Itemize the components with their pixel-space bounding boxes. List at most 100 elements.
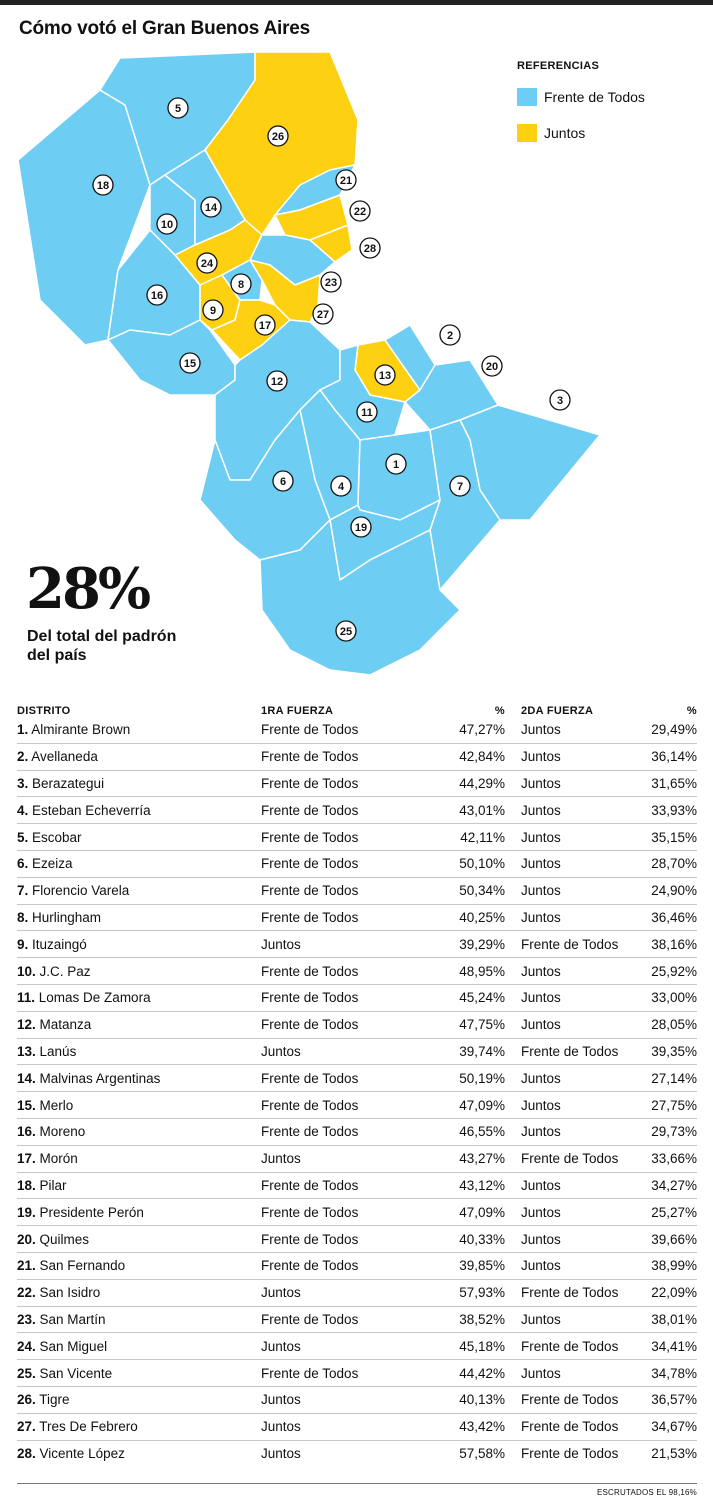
first-pct-cell: 50,34% — [459, 883, 505, 899]
district-name: Pilar — [35, 1177, 67, 1193]
map-marker-4: 4 — [330, 475, 352, 497]
results-table: DISTRITO 1RA FUERZA % 2DA FUERZA % 1. Al… — [17, 700, 697, 1467]
map-marker-label: 22 — [354, 206, 366, 218]
stat-value: 28% — [26, 556, 151, 622]
district-name: Lomas De Zamora — [35, 990, 151, 1006]
map-marker-circle — [254, 314, 276, 336]
second-pct-cell: 29,49% — [651, 722, 697, 738]
second-pct-cell: 33,00% — [651, 990, 697, 1006]
map-marker-label: 8 — [238, 279, 244, 291]
map-region-ezeiza — [199, 409, 331, 561]
map-marker-3: 3 — [549, 389, 571, 411]
map-marker-12: 12 — [266, 370, 288, 392]
district-cell: 28. Vicente López — [17, 1446, 261, 1461]
first-force-cell: Frente de Todos — [261, 802, 359, 818]
district-cell: 22. San Isidro — [17, 1285, 261, 1300]
map-marker-7: 7 — [449, 475, 471, 497]
second-pct-cell: 36,14% — [651, 749, 697, 765]
map-marker-circle — [230, 273, 252, 295]
table-row: 28. Vicente López Juntos 57,58% Frente de T… — [17, 1441, 697, 1468]
table-header: DISTRITO 1RA FUERZA % 2DA FUERZA % — [17, 700, 697, 717]
first-force-cell: Frente de Todos — [261, 1017, 359, 1033]
first-force-cell: Frente de Todos — [261, 1204, 359, 1220]
district-name: Ituzaingó — [28, 936, 87, 952]
table-row: 3. Berazategui Frente de Todos 44,29% Junto… — [17, 771, 697, 798]
district-name: San Fernando — [35, 1258, 126, 1274]
first-force-cell: Frente de Todos — [261, 883, 359, 899]
first-force-cell: Frente de Todos — [261, 1097, 359, 1113]
district-cell: 21. San Fernando — [17, 1258, 261, 1273]
first-pct-cell: 46,55% — [459, 1124, 505, 1140]
first-pct-cell: 50,19% — [459, 1070, 505, 1086]
first-force-cell: Juntos — [261, 1338, 301, 1354]
second-force-cell: Juntos — [521, 1231, 561, 1247]
district-number: 17. — [17, 1151, 36, 1167]
map-legend: REFERENCIAS Frente de Todos Juntos — [517, 60, 645, 158]
table-row: 17. Morón Juntos 43,27% Frente de Todos 33,6… — [17, 1146, 697, 1173]
second-force-cell: Juntos — [521, 1258, 561, 1274]
header-pct2: % — [686, 705, 697, 717]
district-number: 13. — [17, 1043, 36, 1059]
map-marker-circle — [272, 470, 294, 492]
second-pct-cell: 34,78% — [651, 1365, 697, 1381]
district-number: 28. — [17, 1446, 36, 1462]
map-marker-label: 9 — [210, 305, 216, 317]
district-name: Almirante Brown — [28, 722, 131, 738]
district-name: Tres De Febrero — [35, 1419, 138, 1435]
district-name: Moreno — [35, 1124, 86, 1140]
map-marker-label: 25 — [340, 626, 352, 638]
second-pct-cell: 36,57% — [651, 1392, 697, 1408]
first-force-cell: Juntos — [261, 936, 301, 952]
second-force-cell: Juntos — [521, 802, 561, 818]
district-name: J.C. Paz — [35, 963, 91, 979]
table-row: 25. San Vicente Frente de Todos 44,42% Junt… — [17, 1360, 697, 1387]
legend-item-frente: Frente de Todos — [517, 86, 645, 108]
district-cell: 9. Ituzaingó — [17, 937, 261, 952]
table-row: 24. San Miguel Juntos 45,18% Frente de Todo… — [17, 1333, 697, 1361]
first-pct-cell: 47,27% — [459, 722, 505, 738]
first-pct-cell: 47,09% — [459, 1097, 505, 1113]
map-marker-label: 15 — [184, 358, 196, 370]
district-number: 22. — [17, 1285, 36, 1301]
second-force-cell: Frente de Todos — [521, 1151, 619, 1167]
district-number: 18. — [17, 1177, 36, 1193]
district-name: Avellaneda — [28, 749, 98, 765]
district-name: Ezeiza — [28, 856, 73, 872]
district-number: 16. — [17, 1124, 36, 1140]
table-row: 26. Tigre Juntos 40,13% Frente de Todos 36,5… — [17, 1387, 697, 1414]
district-number: 4. — [17, 802, 29, 818]
district-name: Escobar — [28, 829, 82, 845]
district-number: 26. — [17, 1392, 36, 1408]
map-marker-14: 14 — [200, 196, 222, 218]
map-marker-22: 22 — [349, 200, 371, 222]
second-force-cell: Juntos — [521, 909, 561, 925]
district-number: 6. — [17, 856, 29, 872]
stat-caption: Del total del padrón del país — [27, 628, 177, 664]
map-marker-9: 9 — [202, 299, 224, 321]
district-number: 11. — [17, 990, 36, 1006]
first-force-cell: Frente de Todos — [261, 1311, 359, 1327]
map-marker-label: 17 — [259, 320, 271, 332]
first-force-cell: Juntos — [261, 1043, 301, 1059]
map-marker-circle — [439, 324, 461, 346]
second-pct-cell: 31,65% — [651, 775, 697, 791]
header-district: DISTRITO — [17, 705, 71, 717]
district-cell: 15. Merlo — [17, 1098, 261, 1113]
district-number: 10. — [17, 963, 36, 979]
table-row: 5. Escobar Frente de Todos 42,11% Juntos 35,… — [17, 824, 697, 851]
map-marker-24: 24 — [196, 252, 218, 274]
map-marker-10: 10 — [156, 213, 178, 235]
district-cell: 27. Tres De Febrero — [17, 1419, 261, 1434]
table-row: 19. Presidente Perón Frente de Todos 47,09… — [17, 1199, 697, 1227]
legend-label-frente: Frente de Todos — [544, 89, 645, 105]
map-region-sanvicente — [259, 519, 461, 676]
first-pct-cell: 57,93% — [459, 1285, 505, 1301]
district-number: 14. — [17, 1070, 36, 1086]
map-marker-label: 3 — [557, 395, 563, 407]
map-marker-label: 1 — [393, 459, 399, 471]
second-pct-cell: 33,66% — [651, 1151, 697, 1167]
map-marker-label: 2 — [447, 330, 453, 342]
district-name: San Martín — [35, 1311, 106, 1327]
map-marker-circle — [481, 355, 503, 377]
